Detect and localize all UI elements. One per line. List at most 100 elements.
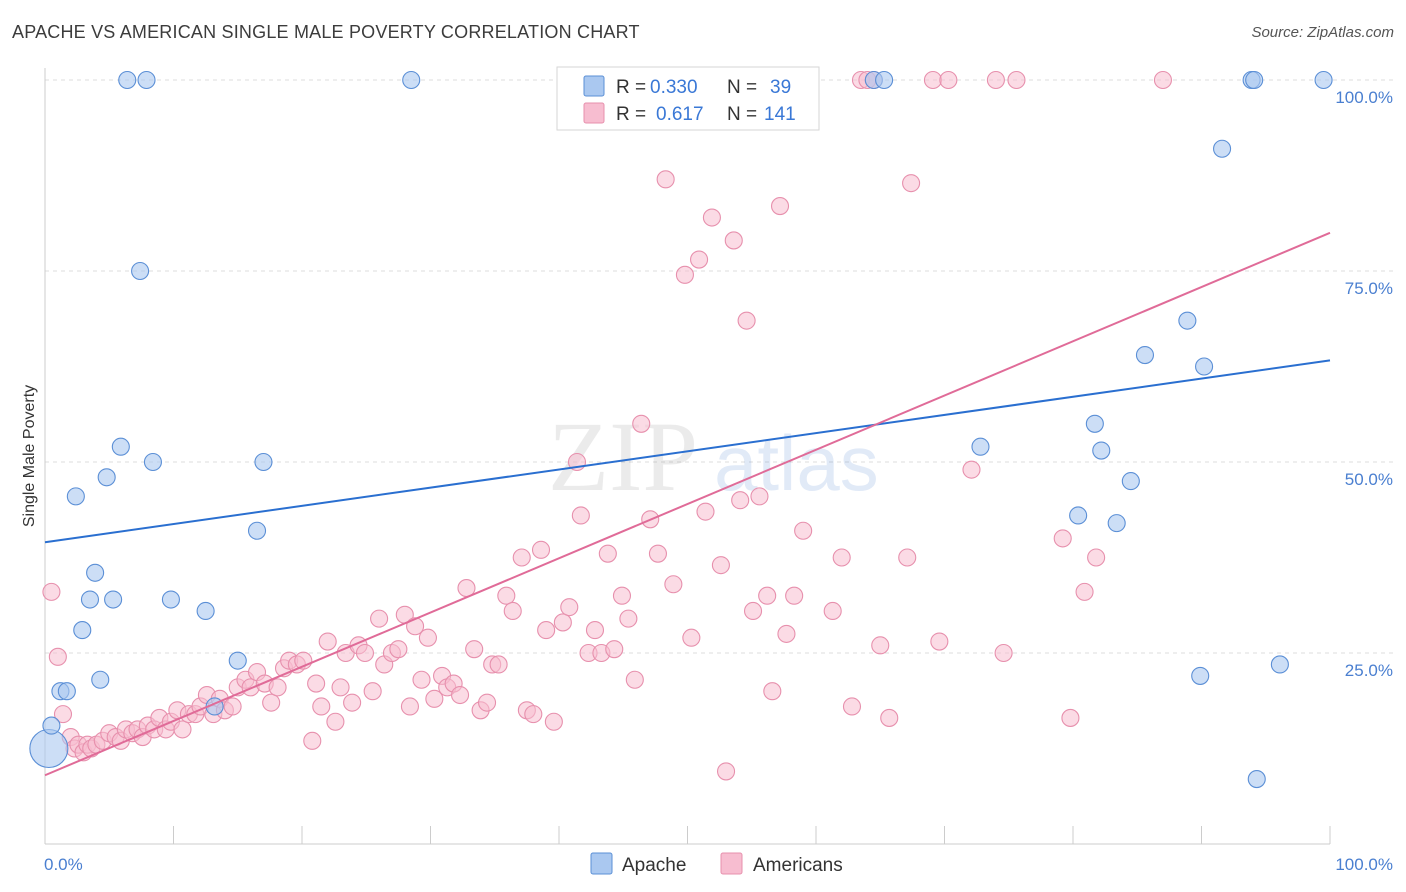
americans-point [42, 582, 61, 601]
americans-point [53, 705, 73, 724]
americans-point [370, 609, 389, 628]
bottom-legend-americans: Americans [753, 855, 843, 876]
americans-point [307, 674, 326, 693]
apache-point [1121, 472, 1140, 491]
apache-point [97, 468, 116, 487]
americans-point [612, 586, 632, 605]
apache-point [73, 621, 92, 640]
apache-point [143, 452, 162, 472]
americans-point [312, 697, 331, 716]
bottom-legend-swatch-americans [720, 852, 743, 875]
apache-point [42, 716, 61, 735]
trend-lines [44, 231, 1331, 777]
americans-point [512, 548, 531, 567]
americans-point [412, 670, 431, 689]
americans-point [262, 693, 281, 712]
legend-swatch-apache [583, 75, 605, 97]
americans-point [489, 655, 508, 674]
americans-point [537, 621, 556, 640]
americans-point [268, 678, 287, 697]
americans-point [750, 487, 769, 506]
americans-point [690, 250, 709, 269]
americans-point [923, 70, 942, 90]
chart-title: APACHE VS AMERICAN SINGLE MALE POVERTY C… [12, 22, 640, 42]
legend-r-value-americans: 0.617 [656, 104, 704, 125]
americans-point [871, 636, 890, 655]
legend-n-value-americans: 141 [764, 104, 796, 125]
americans-trend-line [44, 231, 1331, 777]
chart-source: Source: ZipAtlas.com [1251, 24, 1394, 41]
apache-trend-line [44, 359, 1331, 544]
americans-point [823, 601, 842, 621]
americans-point [465, 640, 484, 659]
watermark: ZIP atlas [548, 401, 879, 512]
americans-point [303, 731, 322, 750]
americans-point [770, 197, 790, 216]
americans-point [702, 208, 721, 227]
americans-point [763, 682, 782, 701]
apache-point [1191, 666, 1210, 685]
apache-point [1092, 441, 1111, 460]
legend-r-value-apache: 0.330 [650, 77, 698, 98]
americans-point [553, 613, 572, 632]
y-axis-label: Single Male Poverty [21, 385, 38, 527]
americans-point [743, 601, 763, 621]
americans-point [497, 586, 516, 605]
legend-n-label-2: N = [727, 104, 757, 125]
apache-point [80, 590, 100, 609]
americans-point [531, 540, 551, 559]
americans-point [363, 682, 382, 701]
apache-point [402, 70, 421, 90]
apache-point [1247, 770, 1266, 789]
americans-point [994, 643, 1013, 663]
americans-point [524, 705, 543, 724]
apache-point [1135, 345, 1155, 365]
legend-n-label-1: N = [727, 77, 757, 98]
americans-point [425, 689, 444, 708]
americans-point [777, 624, 796, 643]
americans-point [711, 556, 730, 575]
americans-point [418, 628, 437, 647]
y-tick-label: 50.0% [1345, 470, 1393, 489]
apache-point [228, 651, 247, 670]
y-tick-label: 25.0% [1345, 661, 1393, 680]
apache-point [66, 487, 85, 506]
y-tick-label: 75.0% [1345, 279, 1393, 298]
apache-point [971, 437, 990, 456]
americans-points [42, 70, 1172, 781]
americans-point [585, 621, 605, 640]
americans-point [571, 506, 590, 525]
legend-n-value-apache: 39 [770, 77, 791, 98]
americans-point [731, 491, 750, 510]
americans-point [758, 586, 777, 605]
americans-point [696, 502, 715, 521]
americans-point [1153, 70, 1172, 90]
apache-point [1314, 70, 1333, 90]
americans-point [625, 670, 644, 689]
apache-point [1107, 514, 1126, 533]
americans-point [962, 460, 981, 479]
americans-point [880, 708, 899, 727]
americans-point [785, 586, 804, 605]
americans-point [632, 414, 651, 433]
americans-point [544, 712, 563, 731]
americans-point [389, 640, 408, 659]
americans-point [605, 640, 624, 659]
americans-point [343, 693, 362, 712]
apache-point [131, 261, 150, 281]
americans-point [1007, 70, 1026, 90]
apache-point [247, 521, 267, 540]
x-tick-label: 0.0% [44, 855, 83, 874]
americans-point [986, 70, 1005, 90]
americans-point [939, 70, 958, 90]
americans-point [664, 575, 683, 594]
americans-point [656, 170, 675, 189]
americans-point [355, 643, 375, 663]
americans-point [794, 521, 813, 540]
apache-point [104, 590, 123, 609]
apache-point [1085, 414, 1104, 433]
apache-point [1270, 655, 1289, 674]
apache-points [29, 70, 1333, 789]
apache-point [1069, 506, 1088, 525]
americans-point [716, 762, 736, 781]
